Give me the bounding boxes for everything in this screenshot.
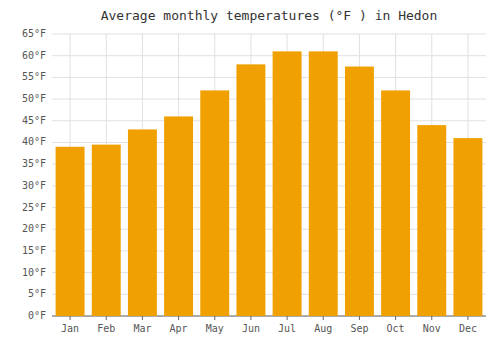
x-tick [395, 316, 396, 320]
x-tick-label: Sep [350, 323, 368, 334]
bar [309, 51, 338, 316]
x-tick [359, 316, 360, 320]
x-tick-label: Dec [459, 323, 477, 334]
x-tick [70, 316, 71, 320]
x-tick-label: Jan [61, 323, 79, 334]
bar [56, 147, 85, 316]
x-tick [142, 316, 143, 320]
x-tick [106, 316, 107, 320]
x-tick [250, 316, 251, 320]
bars [56, 51, 483, 316]
bar [381, 90, 410, 316]
chart-svg: 0°F 5°F 10°F 15°F 20°F 25°F 30°F 35°F 40°F 45°F 50… [0, 0, 500, 350]
x-tick-label: Jun [242, 323, 260, 334]
y-tick-label: 20°F [22, 223, 46, 234]
y-tick-label: 40°F [22, 136, 46, 147]
y-tick-label: 45°F [22, 115, 46, 126]
y-tick-label: 50°F [22, 93, 46, 104]
bar [417, 125, 446, 316]
y-grid-line [52, 120, 486, 121]
y-tick-label: 10°F [22, 267, 46, 278]
y-grid-line [52, 77, 486, 78]
bar [236, 64, 265, 316]
y-grid-line [52, 55, 486, 56]
bar [345, 67, 374, 316]
x-tick [431, 316, 432, 320]
y-tick-label: 25°F [22, 202, 46, 213]
y-grid-line [52, 99, 486, 100]
x-tick-label: Oct [387, 323, 405, 334]
x-tick-label: Mar [133, 323, 151, 334]
x-tick [323, 316, 324, 320]
bar [200, 90, 229, 316]
chart-title: Average monthly temperatures (°F ) in He… [101, 8, 438, 23]
y-tick-label: 15°F [22, 245, 46, 256]
bar [164, 116, 193, 316]
y-tick-label: 5°F [28, 288, 46, 299]
y-tick-label: 35°F [22, 158, 46, 169]
bar [273, 51, 302, 316]
bar [92, 145, 121, 316]
y-grid-line [52, 34, 486, 35]
x-tick-label: Feb [97, 323, 115, 334]
x-tick [178, 316, 179, 320]
x-tick-label: Apr [170, 323, 188, 334]
y-tick-label: 65°F [22, 28, 46, 39]
x-tick-label: May [206, 323, 224, 334]
y-tick-label: 60°F [22, 50, 46, 61]
y-tick-label: 55°F [22, 71, 46, 82]
y-tick-label: 30°F [22, 180, 46, 191]
axes: 0°F 5°F 10°F 15°F 20°F 25°F 30°F 35°F 40°F 45°F 50… [22, 28, 486, 334]
bar [453, 138, 482, 316]
x-tick [467, 316, 468, 320]
x-tick [214, 316, 215, 320]
x-tick [287, 316, 288, 320]
x-tick-label: Jul [278, 323, 296, 334]
grid [52, 34, 486, 316]
y-tick-label: 0°F [28, 310, 46, 321]
bar [128, 129, 157, 316]
x-tick-label: Nov [423, 323, 441, 334]
chart-container: 0°F 5°F 10°F 15°F 20°F 25°F 30°F 35°F 40°F 45°F 50… [0, 0, 500, 350]
x-tick-label: Aug [314, 323, 332, 334]
